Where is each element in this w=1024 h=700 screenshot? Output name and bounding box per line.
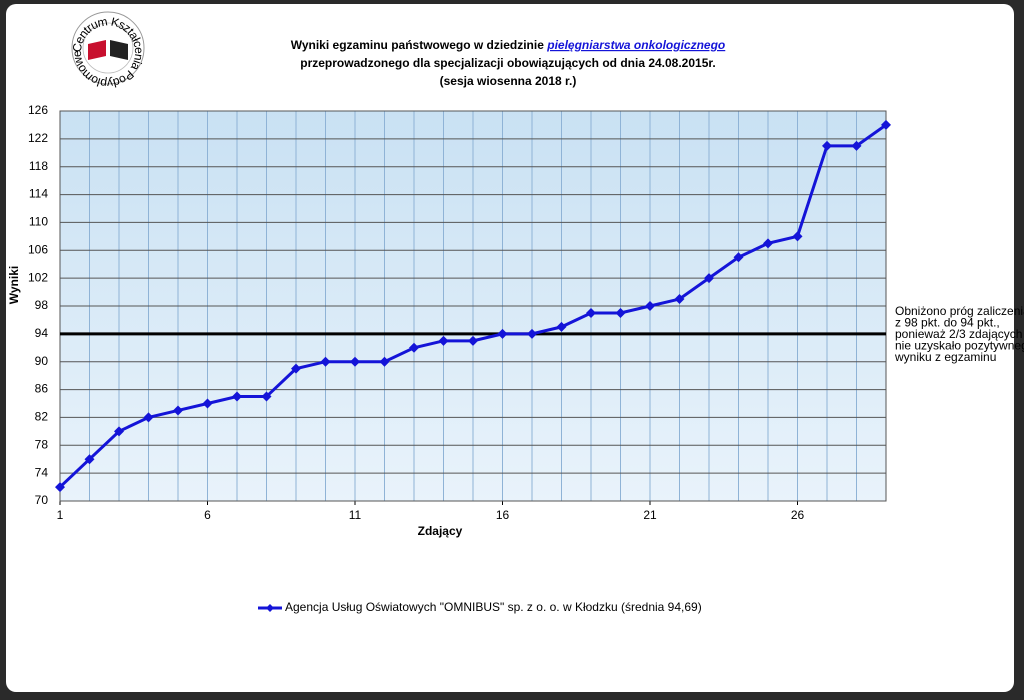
data-point — [792, 231, 803, 242]
x-tick-label: 16 — [496, 508, 510, 522]
y-tick-label: 78 — [35, 437, 49, 451]
y-tick-label: 102 — [28, 270, 48, 284]
y-tick-label: 74 — [35, 465, 49, 479]
data-point — [202, 398, 213, 409]
y-tick-label: 94 — [35, 326, 49, 340]
data-point — [468, 335, 478, 346]
x-axis-label: Zdający — [418, 524, 463, 538]
data-point — [232, 391, 242, 402]
data-point — [704, 273, 714, 284]
data-point — [822, 140, 832, 151]
x-tick-label: 6 — [204, 508, 211, 522]
data-point — [438, 335, 449, 346]
y-tick-label: 118 — [29, 159, 48, 173]
data-point — [350, 356, 360, 367]
x-tick-label: 1 — [57, 508, 64, 522]
data-point — [114, 426, 124, 437]
data-point — [261, 391, 272, 402]
y-tick-label: 110 — [29, 215, 48, 229]
y-tick-label: 114 — [29, 187, 48, 201]
legend-label: Agencja Usług Oświatowych "OMNIBUS" sp. … — [285, 600, 702, 614]
data-point — [586, 307, 596, 318]
data-point — [733, 252, 744, 263]
data-point — [291, 363, 301, 374]
title-emphasis: pielęgniarstwa onkologicznego — [546, 38, 725, 52]
annotation: Obniżono próg zaliczenia — [895, 304, 1024, 318]
annotation: nie uzyskało pozytywnego — [895, 339, 1024, 353]
data-point — [409, 342, 419, 353]
data-point — [143, 412, 154, 423]
y-tick-label: 98 — [35, 298, 49, 312]
y-tick-label: 90 — [35, 354, 49, 368]
annotation: wyniku z egzaminu — [894, 350, 996, 364]
data-point — [173, 405, 183, 416]
data-point — [615, 307, 626, 318]
data-point — [851, 140, 862, 151]
annotation: ponieważ 2/3 zdających — [895, 327, 1022, 341]
y-tick-label: 82 — [35, 410, 49, 424]
chart-title: Wyniki egzaminu państwowego w dziedzinie… — [291, 38, 726, 52]
data-point — [763, 238, 773, 249]
annotation: z 98 pkt. do 94 pkt., — [895, 316, 1000, 330]
data-point — [674, 294, 685, 305]
data-point — [556, 321, 567, 332]
y-axis-label: Wyniki — [7, 266, 21, 304]
y-tick-label: 122 — [28, 131, 48, 145]
chart-title: (sesja wiosenna 2018 r.) — [440, 74, 577, 88]
x-tick-label: 21 — [643, 508, 657, 522]
data-point — [379, 356, 390, 367]
chart-title: przeprowadzonego dla specjalizacji obowi… — [300, 56, 715, 70]
data-point — [55, 482, 65, 493]
y-tick-label: 126 — [28, 103, 48, 117]
y-tick-label: 86 — [35, 382, 49, 396]
data-point — [881, 119, 891, 130]
data-point — [320, 356, 331, 367]
y-tick-label: 106 — [28, 242, 48, 256]
data-point — [645, 301, 655, 311]
y-tick-label: 70 — [35, 493, 49, 507]
legend-marker — [266, 604, 274, 612]
title-part: Wyniki egzaminu państwowego w dziedzinie — [291, 38, 544, 52]
x-tick-label: 11 — [349, 508, 362, 522]
x-tick-label: 26 — [791, 508, 805, 522]
data-point — [497, 328, 508, 339]
data-point — [527, 328, 537, 339]
plot-border — [59, 110, 887, 502]
data-point — [84, 454, 95, 465]
